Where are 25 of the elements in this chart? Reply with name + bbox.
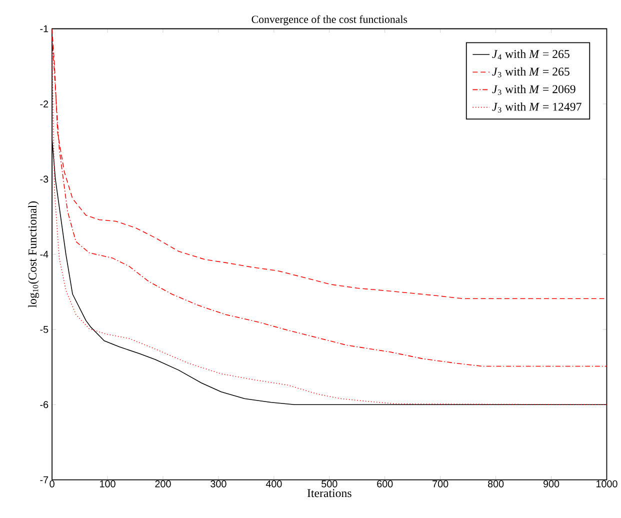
- y-tick-label: -2: [40, 100, 48, 108]
- y-tick-label: -6: [40, 401, 48, 408]
- x-tick-label: 100: [100, 480, 116, 488]
- y-tick-label: -4: [40, 251, 48, 258]
- x-tick-label: 600: [377, 480, 393, 488]
- legend-label: J$_{3}$ with M = 265: [492, 67, 570, 78]
- x-axis-title: Iterations: [307, 489, 352, 498]
- y-tick-label: -1: [40, 26, 48, 32]
- x-tick-label: 800: [488, 480, 504, 488]
- x-tick-label: 700: [432, 480, 448, 488]
- y-tick-label: -3: [40, 176, 48, 183]
- x-tick-label: 900: [543, 480, 560, 488]
- chart-title: Convergence of the cost functionals: [252, 16, 408, 26]
- y-axis-title: log$_{10}$(Cost Functional): [28, 202, 39, 308]
- legend-label: J$_{3}$ with M = 12497: [492, 102, 582, 113]
- x-tick-label: 400: [266, 480, 282, 488]
- y-tick-label: -5: [40, 326, 48, 334]
- legend-label: J$_{3}$ with M = 2069: [492, 85, 576, 96]
- x-tick-label: 300: [210, 480, 226, 488]
- x-tick-label: 1000: [596, 480, 618, 488]
- legend-label: J$_{4}$ with M = 265: [492, 50, 570, 60]
- x-tick-label: 500: [322, 480, 338, 488]
- y-tick-label: -7: [40, 476, 48, 484]
- x-tick-label: 200: [155, 480, 171, 488]
- x-tick-label: 0: [50, 480, 54, 488]
